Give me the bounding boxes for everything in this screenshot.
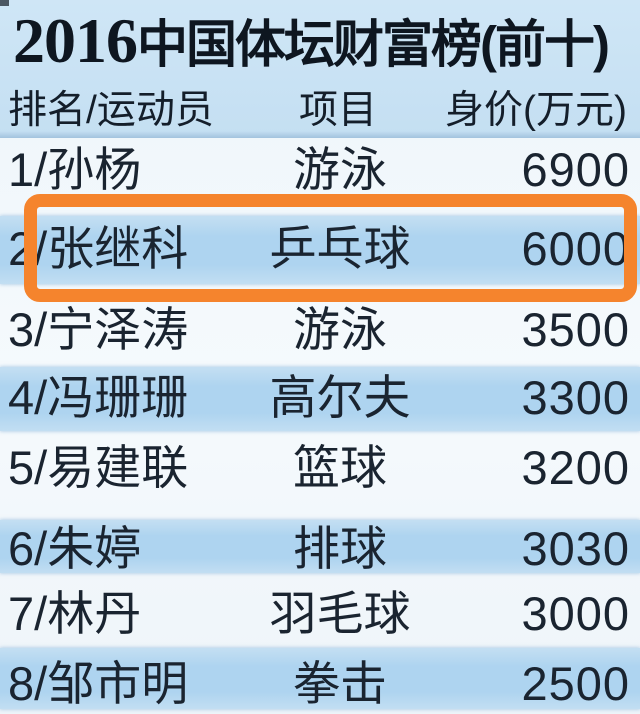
cell-sport: 篮球 [293,441,387,494]
table-row: 4/冯珊珊 高尔夫 3300 [0,371,640,425]
table-row: 7/林丹 羽毛球 3000 [0,587,640,641]
cell-worth: 3000 [521,587,630,640]
title-year: 2016 [13,5,138,76]
row-shading-band [0,520,640,573]
column-header-rank-athlete: 排名/运动员 [8,89,214,132]
cell-sport: 高尔夫 [269,371,411,424]
cell-worth: 3300 [521,371,630,424]
column-header-sport: 项目 [298,89,377,132]
header-divider [0,131,640,138]
table-row: 5/易建联 篮球 3200 [0,441,640,495]
cell-rank-athlete: 2/张继科 [8,222,189,275]
cell-rank-athlete: 5/易建联 [8,441,189,494]
table-row: 8/邹市明 拳击 2500 [0,657,640,711]
header-block: 2016中国体坛财富榜(前十) 排名/运动员 项目 身价(万元) [0,0,640,138]
cell-sport: 羽毛球 [269,587,411,640]
column-header-worth: 身价(万元) [445,89,627,132]
page-title: 2016中国体坛财富榜(前十) [13,0,610,82]
cell-worth: 6000 [521,222,630,275]
cell-rank-athlete: 1/孙杨 [8,143,142,196]
cell-rank-athlete: 4/冯珊珊 [8,371,189,424]
cell-sport: 游泳 [293,143,387,196]
cell-worth: 3030 [521,522,630,575]
cell-sport: 乒乓球 [269,222,411,275]
corner-artifact [0,0,9,6]
cell-sport: 游泳 [293,303,387,356]
title-text: 中国体坛财富榜(前十) [137,16,610,73]
cell-rank-athlete: 7/林丹 [8,587,142,640]
highlight-box [24,194,637,302]
cell-rank-athlete: 8/邹市明 [8,657,189,710]
cell-worth: 2500 [521,657,630,710]
row-shading-band [0,367,640,431]
cell-worth: 3200 [521,441,630,494]
cell-worth: 3500 [521,303,630,356]
cell-worth: 6900 [521,143,630,196]
row-shading-band [0,216,640,284]
cell-rank-athlete: 3/宁泽涛 [8,303,189,356]
cell-rank-athlete: 6/朱婷 [8,522,142,575]
table-row: 6/朱婷 排球 3030 [0,522,640,576]
cell-sport: 拳击 [293,657,387,710]
table-row: 3/宁泽涛 游泳 3500 [0,303,640,357]
cell-sport: 排球 [293,522,387,575]
table-row: 1/孙杨 游泳 6900 [0,143,640,197]
row-shading-band [0,648,640,709]
table-row: 2/张继科 乒乓球 6000 [0,222,640,276]
